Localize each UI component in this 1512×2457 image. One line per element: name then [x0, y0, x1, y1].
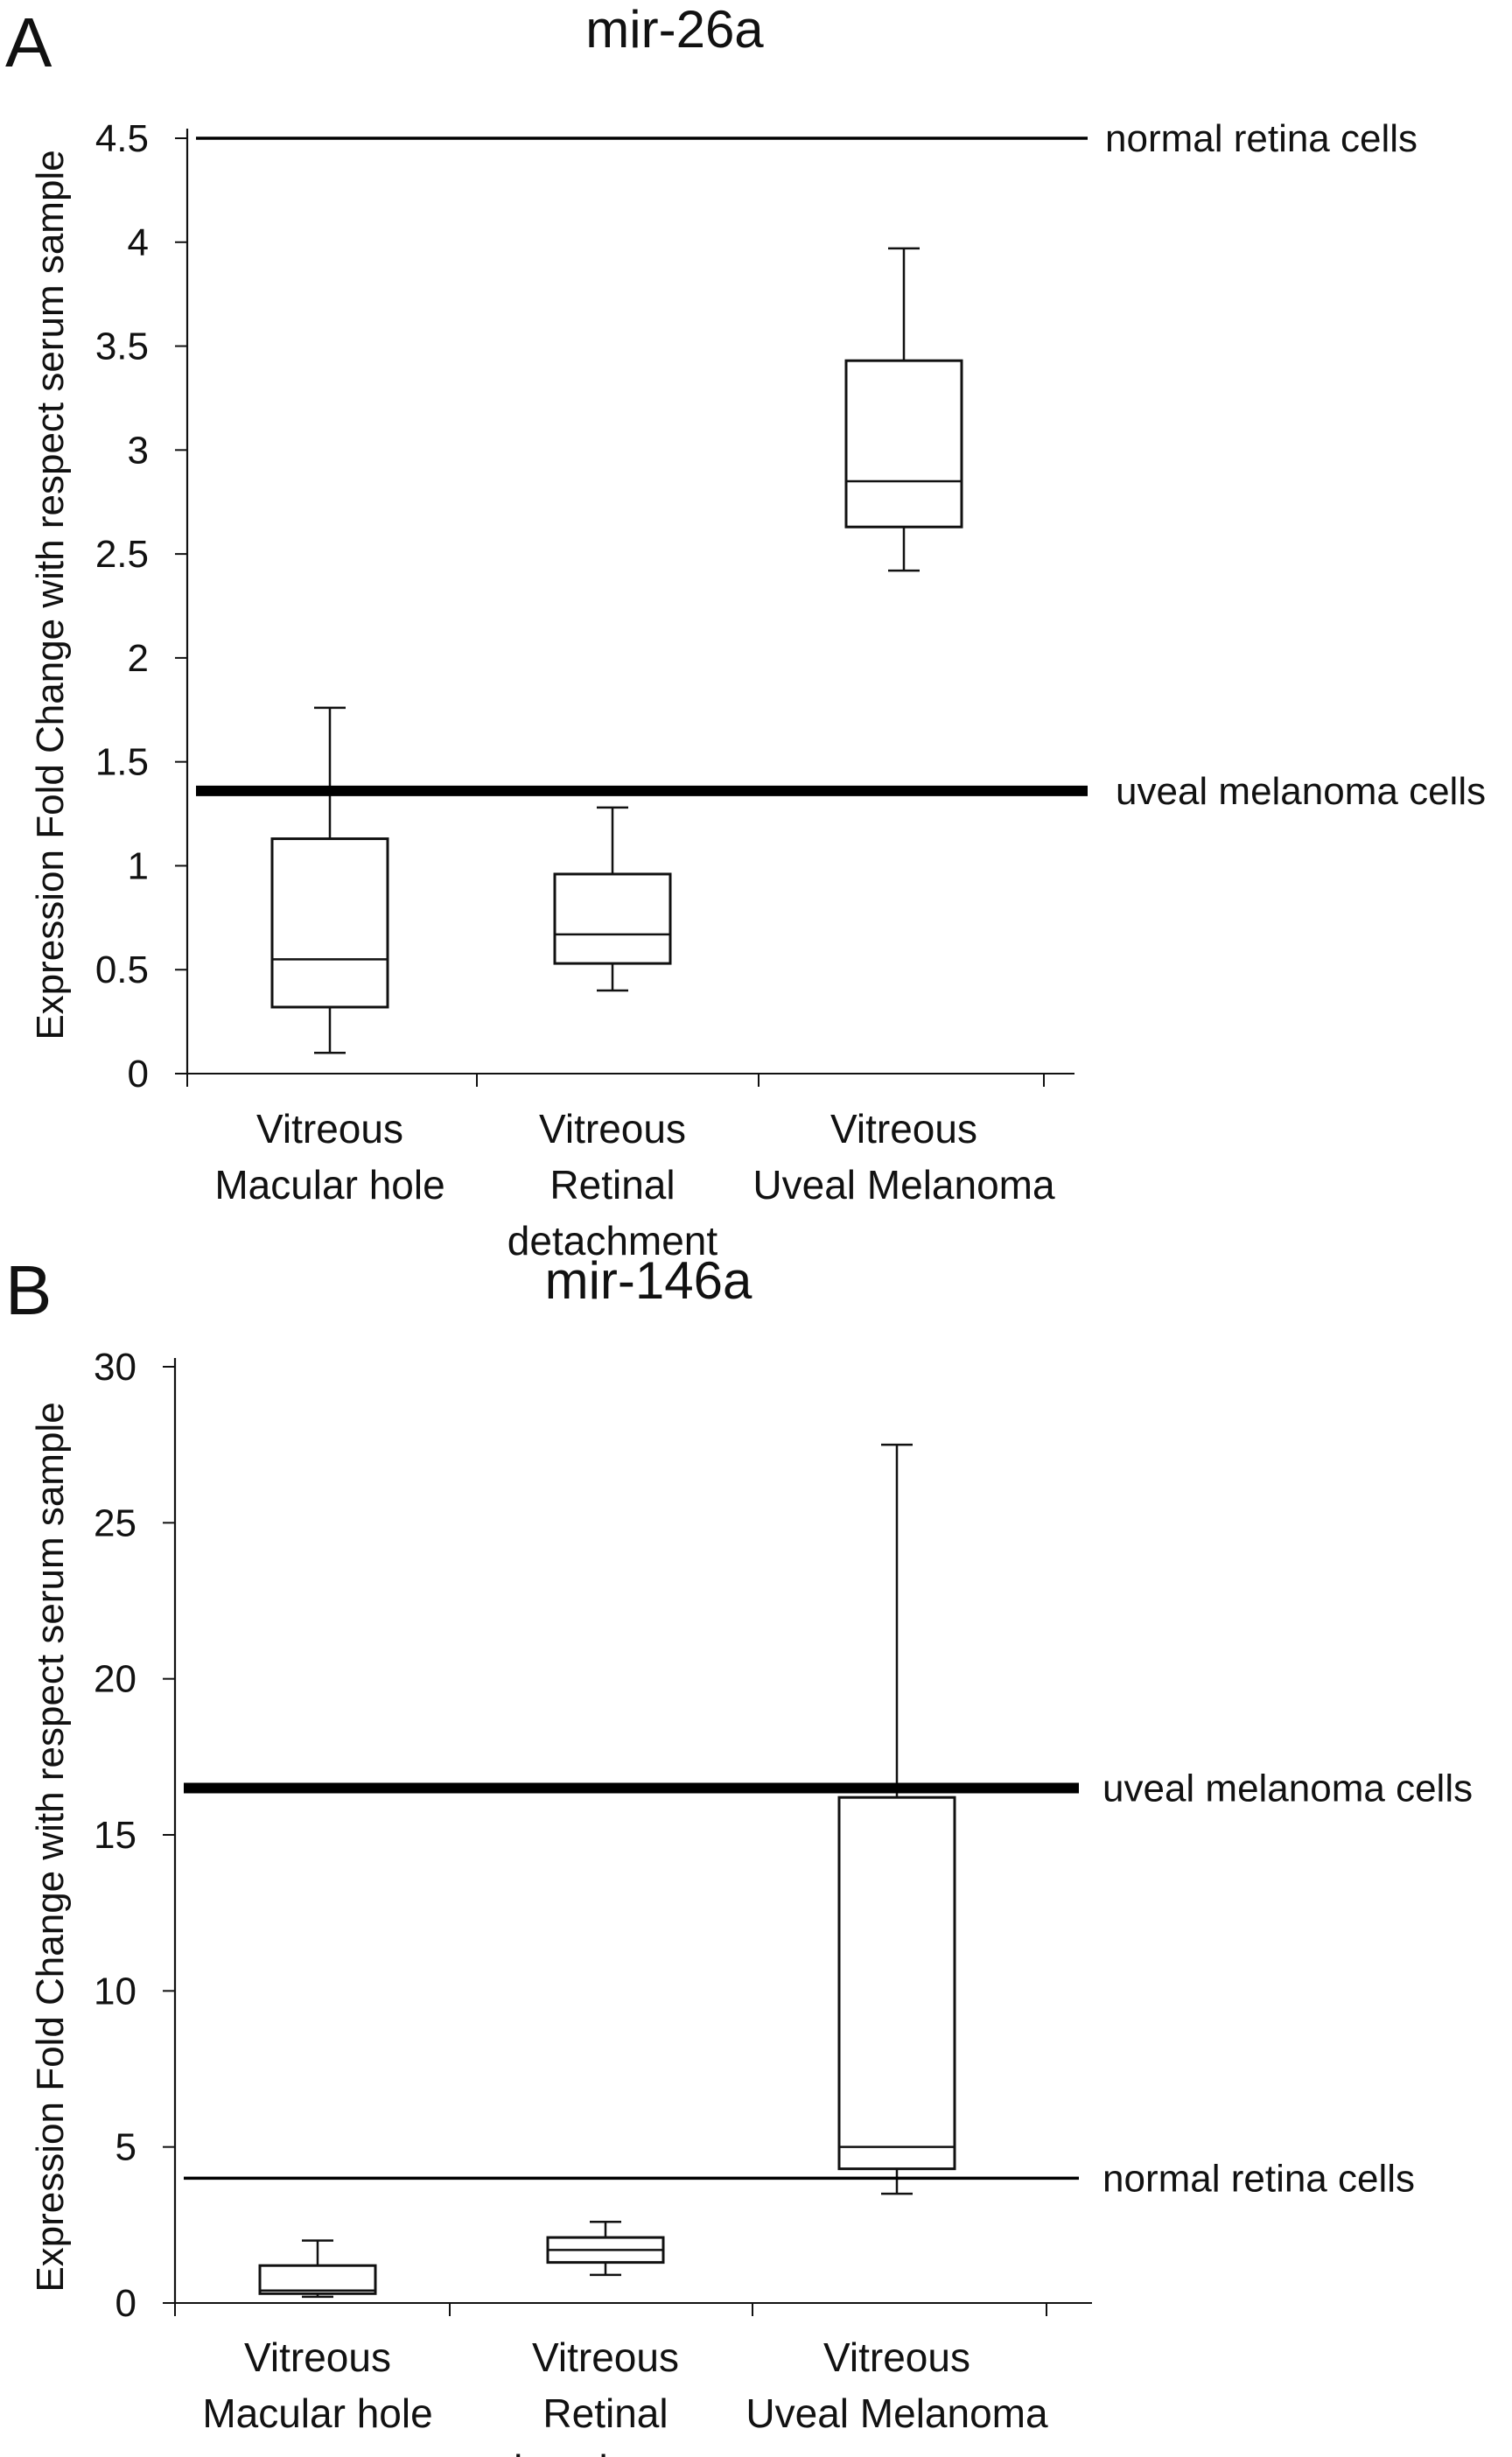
iqr-box [270, 837, 389, 1009]
panel-a-category-label-2: Vitreous Uveal Melanoma [752, 1106, 1055, 1208]
panel-b-reference-label-1: normal retina cells [1102, 2157, 1415, 2200]
panel-b-box-1 [546, 2221, 665, 2277]
panel-a-title: mir-26a [585, 0, 764, 59]
panel-b-x-ticks [174, 2303, 1047, 2316]
panel-a-y-tick-label-7: 3.5 [95, 326, 149, 368]
panel-b-y-tick-label-6: 30 [94, 1346, 136, 1389]
panel-b-y-tick-label-0: 0 [116, 2282, 136, 2325]
panel-a-box-1 [553, 806, 672, 992]
iqr-box [553, 872, 672, 965]
panel-b-y-tick-label-3: 15 [94, 1814, 136, 1857]
panel-a-y-tick-label-8: 4 [128, 221, 149, 264]
panel-a-boxes [270, 247, 963, 1054]
panel-a-y-tick-label-9: 4.5 [95, 117, 149, 160]
panel-b-y-tick-label-5: 25 [94, 1502, 136, 1544]
iqr-box [258, 2264, 377, 2295]
panel-a-y-tick-label-0: 0 [128, 1053, 149, 1096]
panel-b-letter: B [5, 1251, 52, 1329]
panel-a-y-tick-label-6: 3 [128, 429, 149, 472]
panel-a-categories: Vitreous Macular hole Vitreous Retinal detac… [214, 1106, 1055, 1264]
panel-b-box-0 [258, 2239, 377, 2299]
panel-a-category-label-0: Vitreous Macular hole [214, 1106, 444, 1208]
panel-b-reference-label-0: uveal melanoma cells [1102, 1768, 1473, 1810]
panel-a-y-tick-label-4: 2 [128, 637, 149, 680]
panel-a-reference-label-1: uveal melanoma cells [1116, 770, 1486, 813]
panel-a-x-ticks [186, 1074, 1045, 1087]
panel-b-category-label-0: Vitreous Macular hole [202, 2334, 432, 2436]
panel-a-box-2 [844, 247, 963, 572]
panel-a-y-axis-label: Expression Fold Change with respect seru… [29, 150, 72, 1040]
panel-a-y-tick-label-2: 1 [128, 844, 149, 887]
panel-a-y-tick-label-1: 0.5 [95, 948, 149, 991]
panel-b: B mir-146a Expression Fold Change with r… [5, 1251, 1473, 2457]
panel-b-y-ticks: 0 5 10 15 20 25 30 [94, 1346, 175, 2325]
panel-b-title: mir-146a [545, 1251, 752, 1310]
panel-b-reference-lines: uveal melanoma cells normal retina cells [184, 1768, 1473, 2200]
iqr-box [844, 359, 963, 528]
panel-a-reference-label-0: normal retina cells [1105, 117, 1418, 160]
panel-a-y-tick-label-3: 1.5 [95, 741, 149, 784]
iqr-box [837, 1796, 956, 2171]
panel-a-box-0 [270, 706, 389, 1054]
panel-b-y-axis-label: Expression Fold Change with respect seru… [29, 1402, 72, 2292]
panel-b-category-label-2: Vitreous Uveal Melanoma [746, 2334, 1048, 2436]
panel-b-y-tick-label-1: 5 [116, 2126, 136, 2169]
panel-a-y-ticks: 0 0.5 1 1.5 2 2.5 3 3.5 4 4.5 [95, 117, 187, 1096]
panel-a-letter: A [5, 4, 52, 81]
panel-a-category-label-1: Vitreous Retinal detachment [508, 1106, 718, 1264]
panel-b-boxes [258, 1443, 956, 2299]
panel-a-reference-lines: normal retina cells uveal melanoma cells [196, 117, 1486, 813]
panel-b-y-tick-label-2: 10 [94, 1970, 136, 2012]
panel-b-box-2 [837, 1443, 956, 2195]
panel-a: A mir-26a Expression Fold Change with re… [5, 0, 1486, 1264]
panel-b-y-tick-label-4: 20 [94, 1658, 136, 1701]
panel-a-y-tick-label-5: 2.5 [95, 533, 149, 576]
